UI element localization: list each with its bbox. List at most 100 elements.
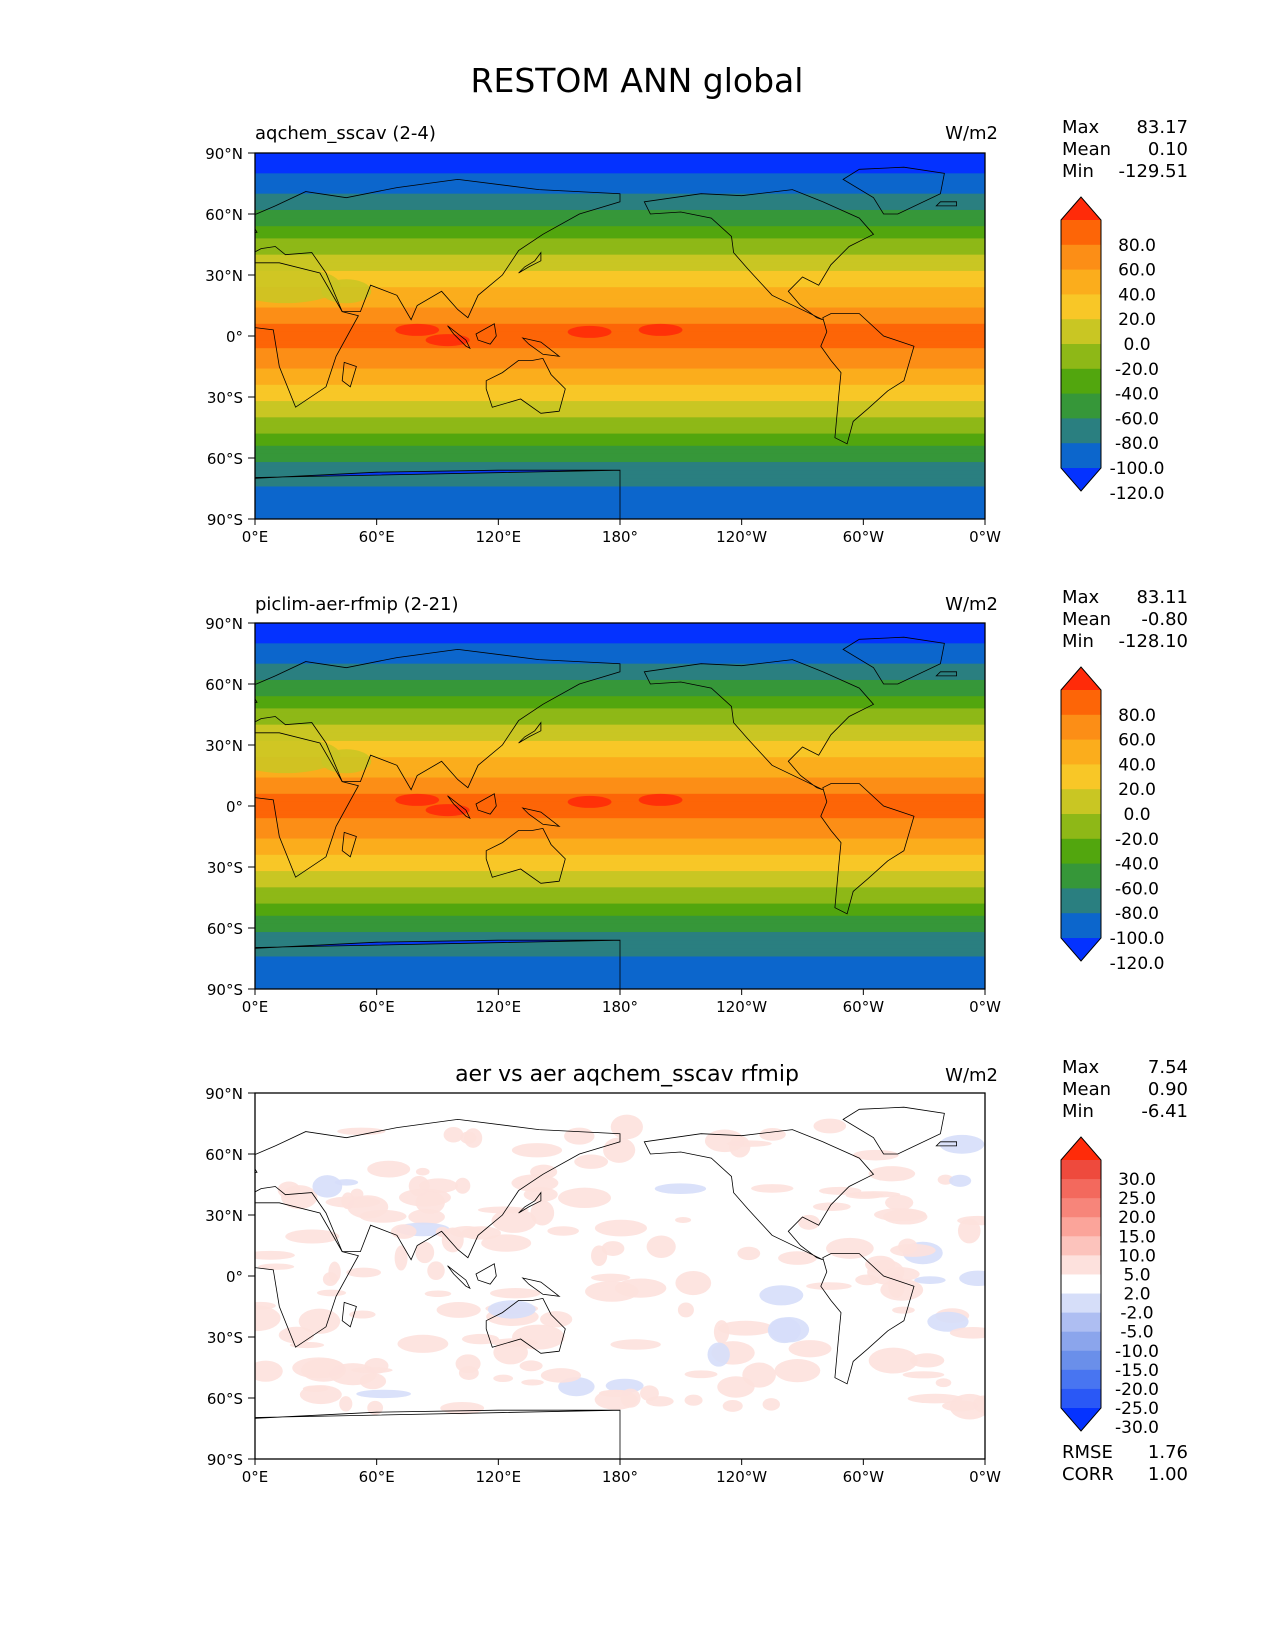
field-band	[255, 639, 985, 644]
field-band	[255, 757, 985, 762]
lat-tick-label: 60°S	[207, 450, 243, 468]
field-patch	[443, 1126, 464, 1143]
field-band	[255, 388, 985, 394]
colorbar-tick-label: 20.0	[1118, 780, 1156, 800]
field-band	[255, 936, 985, 941]
field-band	[255, 745, 985, 750]
field-band	[255, 749, 985, 754]
lon-tick-label: 0°W	[969, 1468, 1001, 1486]
field-band	[255, 287, 985, 292]
colorbar-segment	[1061, 1388, 1101, 1409]
colorbar-tick-label: -20.0	[1115, 360, 1159, 380]
figure-title: RESTOM ANN global	[471, 61, 804, 100]
field-patch	[390, 1224, 417, 1239]
field-patch	[957, 1218, 981, 1244]
colorbar-segment	[1061, 319, 1101, 345]
field-band	[255, 356, 985, 361]
field-patch	[909, 1353, 945, 1368]
field-band	[255, 862, 985, 868]
field-patch	[321, 749, 372, 774]
colorbar-tick-label: -80.0	[1115, 904, 1159, 924]
colorbar-segment	[1061, 714, 1101, 741]
colorbar-segment	[1061, 1274, 1101, 1295]
field-patch	[759, 1128, 786, 1141]
colorbar: 80.0 60.0 40.0 20.0 0.0 -20.0 -40.0 -60.0 -80.0 -…	[1060, 666, 1165, 974]
field-patch	[350, 1188, 364, 1200]
field-patch	[415, 1191, 445, 1214]
field-patch	[788, 1340, 832, 1358]
stat-max-value: 83.17	[1136, 117, 1188, 138]
field-patch	[610, 1114, 643, 1140]
coastline	[447, 1265, 471, 1290]
field-band	[255, 161, 985, 166]
coastline	[255, 648, 621, 791]
field-band	[255, 218, 985, 223]
map-field	[254, 152, 986, 520]
lon-tick-label: 120°E	[476, 998, 522, 1016]
coastline	[255, 732, 359, 878]
field-band	[255, 826, 985, 831]
lat-tick-label: 90°N	[205, 615, 243, 633]
field-patch	[717, 1376, 755, 1398]
field-band	[255, 700, 985, 705]
field-patch	[939, 1134, 985, 1154]
field-band	[255, 238, 985, 243]
field-band	[255, 899, 985, 905]
colorbar-tick-label: -100.0	[1110, 929, 1165, 949]
field-band	[255, 413, 985, 418]
field-band	[255, 838, 985, 844]
field-band	[255, 209, 985, 215]
map-field	[254, 1092, 986, 1460]
coastline	[475, 323, 497, 345]
field-band	[255, 716, 985, 722]
field-patch	[638, 793, 683, 806]
field-band	[255, 177, 985, 182]
field-patch	[885, 1195, 914, 1211]
units-label: W/m2	[945, 594, 998, 615]
field-patch	[285, 1229, 340, 1244]
lon-tick-label: 60°W	[843, 998, 885, 1016]
colorbar-segment	[1061, 789, 1101, 815]
field-band	[255, 250, 985, 256]
colorbar-segment	[1061, 244, 1101, 271]
colorbar-tick-label: 80.0	[1118, 706, 1156, 726]
field-patch	[675, 1217, 692, 1224]
coastline	[643, 659, 875, 791]
field-band	[255, 445, 985, 451]
field-patch	[585, 1281, 639, 1302]
field-band	[255, 462, 985, 467]
colorbar-segment	[1061, 690, 1101, 716]
coastline	[255, 1202, 359, 1348]
colorbar-extend-max	[1061, 197, 1101, 220]
field-band	[255, 433, 985, 439]
colorbar-segment	[1061, 1293, 1101, 1314]
stat-mean-value: 0.10	[1148, 139, 1188, 160]
field-patch	[397, 1334, 449, 1353]
field-band	[255, 185, 985, 191]
field-patch	[302, 1385, 329, 1392]
field-band	[255, 242, 985, 248]
field-band	[255, 736, 985, 742]
map-field	[254, 622, 986, 990]
coastline	[485, 1297, 566, 1354]
field-patch	[255, 1305, 281, 1332]
lat-tick-label: 60°N	[205, 1146, 243, 1164]
field-patch	[852, 1149, 899, 1161]
field-band	[255, 205, 985, 211]
field-band	[255, 437, 985, 443]
colorbar-tick-label: 40.0	[1118, 755, 1156, 775]
lat-tick-label: 30°N	[205, 267, 243, 285]
lon-axis: 0°E 60°E 120°E 180° 120°W 60°W 0°W	[242, 519, 1001, 546]
colorbar-segment	[1061, 1312, 1101, 1333]
field-band	[255, 834, 985, 840]
field-patch	[512, 1324, 565, 1350]
lat-tick-label: 60°N	[205, 206, 243, 224]
lon-tick-label: 0°E	[242, 528, 269, 546]
field-band	[255, 928, 985, 933]
field-band	[255, 858, 985, 864]
colorbar-segment	[1061, 888, 1101, 914]
field-patch	[395, 793, 440, 806]
field-patch	[558, 1187, 611, 1209]
coastline	[341, 1301, 357, 1328]
field-band	[255, 635, 985, 640]
